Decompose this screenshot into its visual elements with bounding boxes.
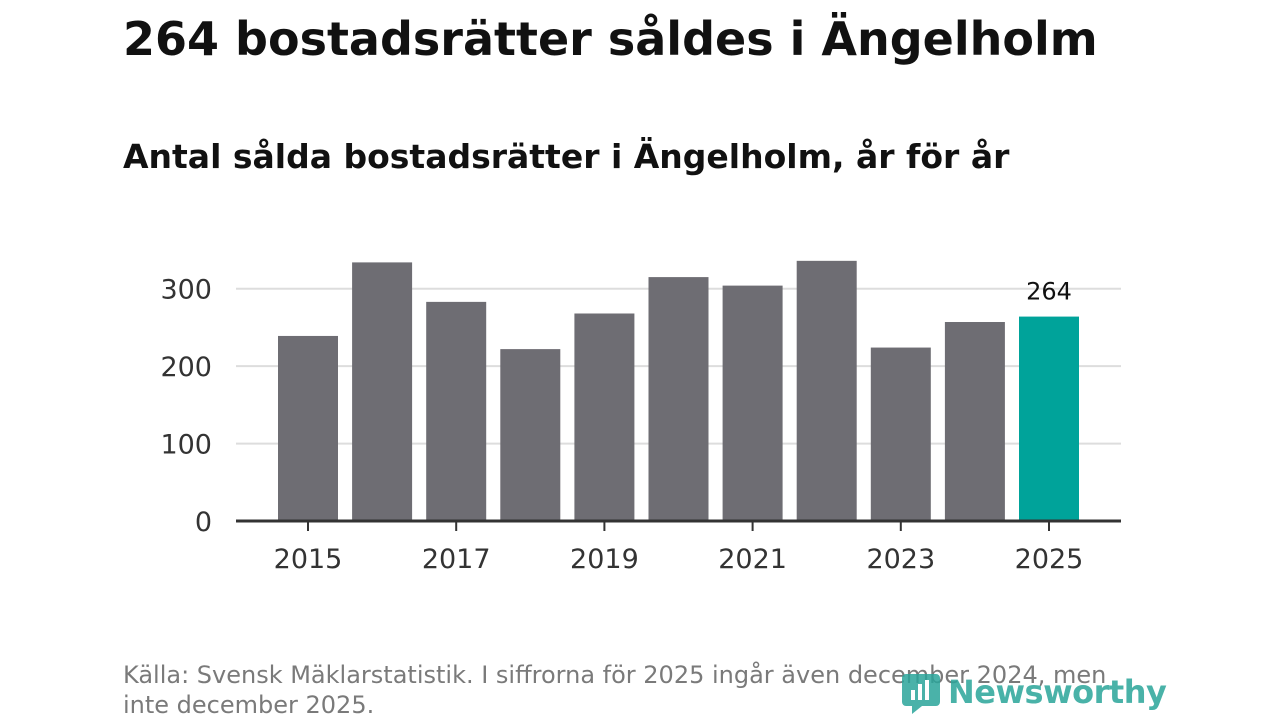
bar-2025	[1019, 316, 1079, 521]
axes	[236, 519, 1121, 531]
source-note: Källa: Svensk Mäklarstatistik. I siffror…	[123, 661, 1107, 719]
x-tick-label-2025: 2025	[1015, 544, 1084, 575]
bar-2015	[278, 335, 338, 521]
y-tick-label-100: 100	[160, 430, 212, 461]
bars	[278, 260, 1079, 521]
bar-2018	[500, 349, 561, 521]
data-label-2025: 264	[1026, 278, 1072, 306]
x-tick-label-2015: 2015	[274, 544, 343, 575]
bar-2022	[796, 260, 857, 521]
y-tick-label-200: 200	[160, 352, 212, 383]
chart-subtitle: Antal sålda bostadsrätter i Ängelholm, å…	[123, 137, 1010, 176]
brand-name: Newsworthy	[948, 673, 1167, 711]
newsworthy-logo-icon	[902, 674, 940, 714]
x-tick-label-2023: 2023	[866, 544, 935, 575]
bar-2023	[870, 347, 931, 521]
y-tick-label-300: 300	[160, 275, 212, 306]
chart-title: 264 bostadsrätter såldes i Ängelholm	[123, 12, 1098, 66]
bar-2017	[426, 301, 487, 521]
bar-2024	[944, 322, 1005, 521]
x-tick-label-2017: 2017	[422, 544, 491, 575]
brand-logo: Newsworthy	[900, 668, 1167, 716]
bar-2021	[722, 285, 783, 521]
y-tick-label-0: 0	[195, 507, 212, 538]
x-tick-label-2021: 2021	[718, 544, 787, 575]
bar-2020	[648, 277, 709, 521]
labels: 0 100 200 300 264 2015 2017 2019 2021 2023 2025	[160, 275, 1083, 575]
bar-2016	[352, 262, 413, 521]
x-tick-label-2019: 2019	[570, 544, 639, 575]
bar-2019	[574, 313, 635, 521]
